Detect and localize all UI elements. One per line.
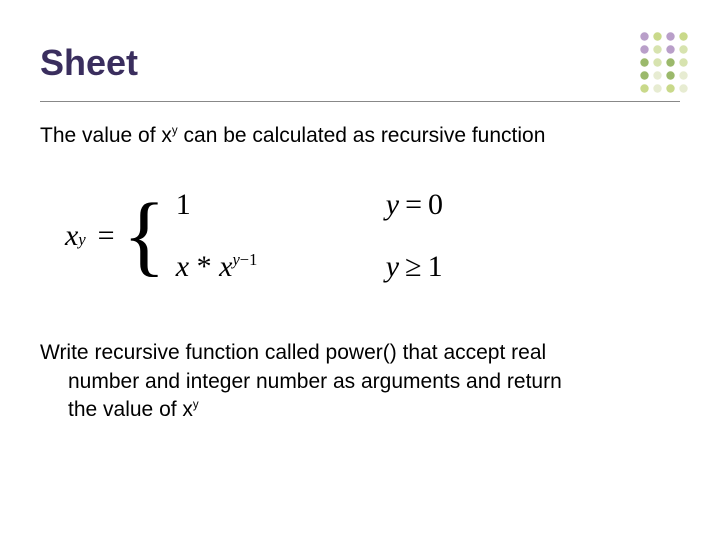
intro-base: x bbox=[161, 124, 172, 147]
intro-text: The value of xy can be calculated as rec… bbox=[40, 122, 680, 150]
case2-exp: y−1 bbox=[232, 250, 257, 269]
intro-prefix: The value of bbox=[40, 124, 161, 147]
formula-lhs: xy bbox=[65, 219, 86, 253]
case2-mul: * bbox=[197, 250, 212, 283]
task-line3-exp: y bbox=[193, 399, 199, 411]
case1-cond-op: = bbox=[399, 188, 428, 221]
case2-cond-op: ≥ bbox=[399, 250, 427, 283]
case2-x1: x bbox=[176, 250, 189, 283]
slide: Sheet The value of xy can be calculated … bbox=[0, 0, 720, 540]
case2-cond-lhs: y bbox=[386, 250, 399, 283]
lhs-exp: y bbox=[78, 230, 85, 250]
formula-eq: = bbox=[98, 219, 115, 253]
task-line3-base: x bbox=[182, 398, 193, 421]
case2-exp-y: y bbox=[232, 250, 239, 269]
case2-exp-minus: −1 bbox=[240, 250, 258, 269]
brace-icon: { bbox=[123, 198, 166, 275]
case2-cond-rhs: 1 bbox=[428, 250, 443, 283]
case1-cond: y=0 bbox=[386, 188, 443, 222]
task-line1: Write recursive function called power() … bbox=[40, 341, 546, 364]
lhs-base: x bbox=[65, 219, 78, 253]
task-line2: number and integer number as arguments a… bbox=[40, 368, 562, 396]
intro-suffix: can be calculated as recursive function bbox=[178, 124, 546, 147]
case2-expr: x * xy−1 bbox=[176, 250, 386, 284]
task-line3-prefix: the value of bbox=[68, 398, 182, 421]
case2-cond: y≥1 bbox=[386, 250, 443, 284]
case-2: x * xy−1 y≥1 bbox=[176, 250, 443, 284]
case2-x2: x bbox=[219, 250, 232, 283]
brace-wrap: { 1 y=0 x * xy−1 y≥1 bbox=[123, 188, 443, 284]
case-1: 1 y=0 bbox=[176, 188, 443, 222]
case1-cond-lhs: y bbox=[386, 188, 399, 221]
slide-title: Sheet bbox=[40, 42, 638, 84]
formula-cases: 1 y=0 x * xy−1 y≥1 bbox=[176, 188, 443, 284]
task-line3: the value of xy bbox=[40, 396, 199, 424]
formula: xy = { 1 y=0 x * xy−1 bbox=[65, 188, 680, 284]
task-text: Write recursive function called power() … bbox=[40, 339, 680, 424]
case1-cond-rhs: 0 bbox=[428, 188, 443, 221]
case1-expr: 1 bbox=[176, 188, 386, 222]
title-row: Sheet bbox=[40, 30, 680, 102]
corner-dots-icon bbox=[638, 30, 690, 95]
